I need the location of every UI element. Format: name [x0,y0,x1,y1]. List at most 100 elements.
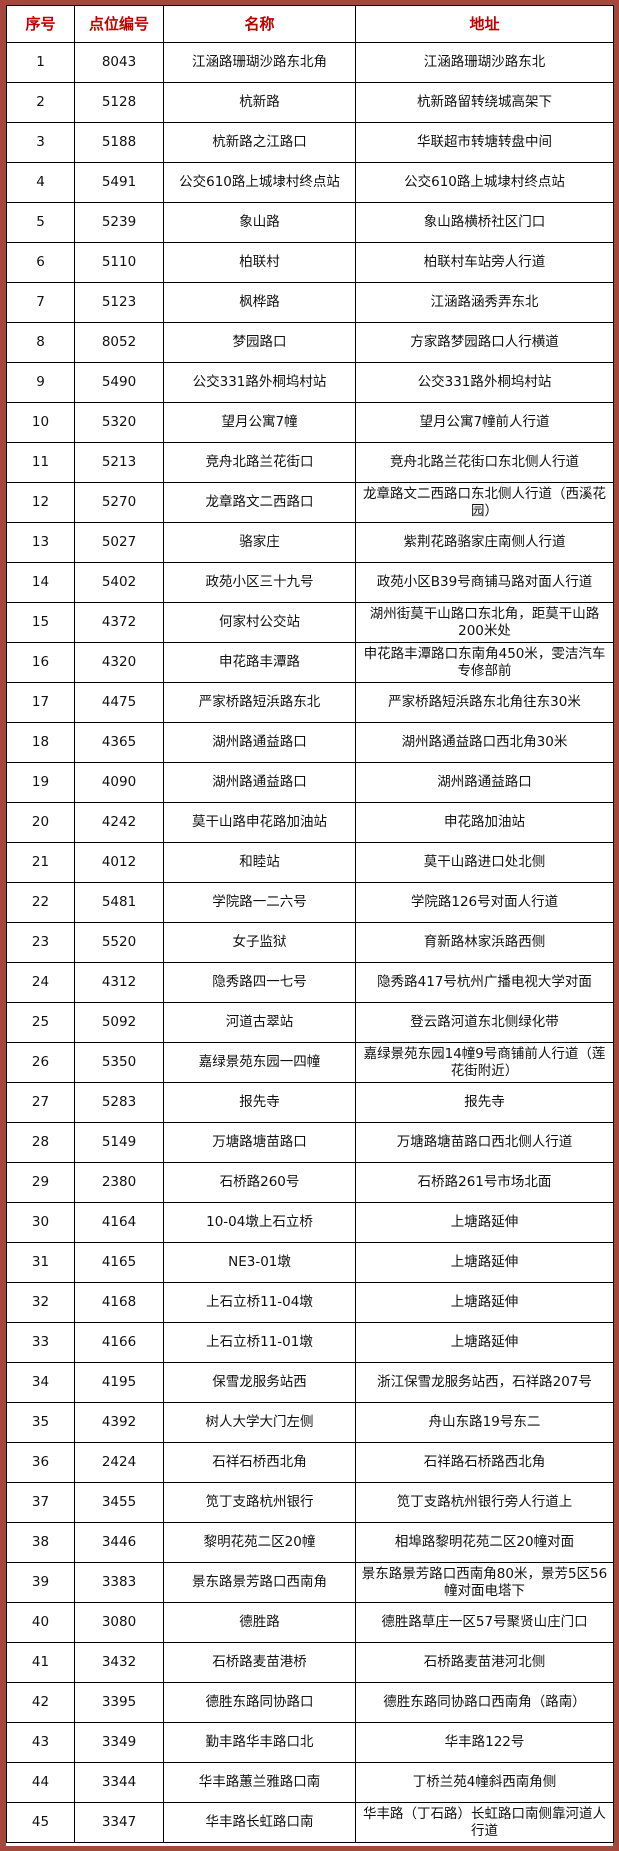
cell-name: 石祥石桥西北角 [163,1442,356,1483]
cell-point-id: 5270 [74,482,164,523]
cell-index: 24 [6,962,75,1003]
table-row: 31 4165 NE3-01墩 上塘路延伸 [6,1242,614,1283]
table-row: 13 5027 骆家庄 紫荆花路骆家庄南侧人行道 [6,522,614,563]
cell-name: 骆家庄 [163,522,356,563]
cell-name: 何家村公交站 [163,602,356,643]
cell-name: 和睦站 [163,842,356,883]
cell-point-id: 4090 [74,762,164,803]
cell-address: 政苑小区B39号商铺马路对面人行道 [355,562,614,603]
cell-name: 笕丁支路杭州银行 [163,1482,356,1523]
cell-name: 德胜路 [163,1602,356,1643]
table-row: 23 5520 女子监狱 育新路林家浜路西侧 [6,922,614,963]
cell-point-id: 3395 [74,1682,164,1723]
cell-address: 景东路景芳路口西南角80米，景芳5区56幢对面电塔下 [355,1562,614,1603]
table-row: 14 5402 政苑小区三十九号 政苑小区B39号商铺马路对面人行道 [6,562,614,603]
cell-address: 丁桥兰苑4幢斜西南角侧 [355,1762,614,1803]
cell-address: 申花路加油站 [355,802,614,843]
cell-name: 申花路丰潭路 [163,642,356,683]
cell-index: 17 [6,682,75,723]
cell-index: 20 [6,802,75,843]
table-row: 18 4365 湖州路通益路口 湖州路通益路口西北角30米 [6,722,614,763]
cell-point-id: 5481 [74,882,164,923]
cell-point-id: 5188 [74,122,164,163]
cell-index: 1 [6,42,75,83]
cell-point-id: 4475 [74,682,164,723]
cell-index: 34 [6,1362,75,1403]
cell-name: 政苑小区三十九号 [163,562,356,603]
cell-name: 竞舟北路兰花街口 [163,442,356,483]
table-row: 38 3446 黎明花苑二区20幢 相埠路黎明花苑二区20幢对面 [6,1522,614,1563]
table-row: 29 2380 石桥路260号 石桥路261号市场北面 [6,1162,614,1203]
cell-address: 望月公寓7幢前人行道 [355,402,614,443]
cell-index: 39 [6,1562,75,1603]
table-row: 3 5188 杭新路之江路口 华联超市转塘转盘中间 [6,122,614,163]
cell-point-id: 3455 [74,1482,164,1523]
table-row: 1 8043 江涵路珊瑚沙路东北角 江涵路珊瑚沙路东北 [6,42,614,83]
cell-name: 龙章路文二西路口 [163,482,356,523]
table-row: 5 5239 象山路 象山路横桥社区门口 [6,202,614,243]
cell-name: 女子监狱 [163,922,356,963]
cell-index: 7 [6,282,75,323]
cell-index: 6 [6,242,75,283]
cell-address: 浙江保雪龙服务站西，石祥路207号 [355,1362,614,1403]
cell-point-id: 5128 [74,82,164,123]
table-row: 28 5149 万塘路塘苗路口 万塘路塘苗路口西北侧人行道 [6,1122,614,1163]
cell-name: 象山路 [163,202,356,243]
cell-address: 龙章路文二西路口东北侧人行道（西溪花园） [355,482,614,523]
cell-name: 严家桥路短浜路东北 [163,682,356,723]
cell-point-id: 3344 [74,1762,164,1803]
cell-name: 江涵路珊瑚沙路东北角 [163,42,356,83]
cell-point-id: 5149 [74,1122,164,1163]
cell-address: 湖州路通益路口 [355,762,614,803]
table-row: 11 5213 竞舟北路兰花街口 竞舟北路兰花街口东北侧人行道 [6,442,614,483]
table-row: 33 4166 上石立桥11-01墩 上塘路延伸 [6,1322,614,1363]
cell-point-id: 5520 [74,922,164,963]
cell-name: 枫桦路 [163,282,356,323]
cell-index: 8 [6,322,75,363]
cell-name: 湖州路通益路口 [163,722,356,763]
cell-address: 石桥路261号市场北面 [355,1162,614,1203]
cell-address: 石祥路石桥路西北角 [355,1442,614,1483]
table-row: 9 5490 公交331路外桐坞村站 公交331路外桐坞村站 [6,362,614,403]
cell-name: 杭新路之江路口 [163,122,356,163]
cell-name: 10-04墩上石立桥 [163,1202,356,1243]
cell-index: 28 [6,1122,75,1163]
cell-address: 公交331路外桐坞村站 [355,362,614,403]
cell-point-id: 5320 [74,402,164,443]
cell-name: 莫干山路申花路加油站 [163,802,356,843]
header-name: 名称 [163,5,356,43]
cell-index: 31 [6,1242,75,1283]
cell-address: 湖州路通益路口西北角30米 [355,722,614,763]
cell-address: 杭新路留转绕城高架下 [355,82,614,123]
cell-index: 2 [6,82,75,123]
table-row: 24 4312 隐秀路四一七号 隐秀路417号杭州广播电视大学对面 [6,962,614,1003]
cell-address: 公交610路上城埭村终点站 [355,162,614,203]
cell-point-id: 4320 [74,642,164,683]
cell-point-id: 2424 [74,1442,164,1483]
cell-address: 万塘路塘苗路口西北侧人行道 [355,1122,614,1163]
table-row: 22 5481 学院路一二六号 学院路126号对面人行道 [6,882,614,923]
cell-point-id: 5027 [74,522,164,563]
cell-address: 育新路林家浜路西侧 [355,922,614,963]
cell-name: 保雪龙服务站西 [163,1362,356,1403]
cell-index: 36 [6,1442,75,1483]
cell-point-id: 4312 [74,962,164,1003]
cell-index: 38 [6,1522,75,1563]
cell-point-id: 5283 [74,1082,164,1123]
table-row: 20 4242 莫干山路申花路加油站 申花路加油站 [6,802,614,843]
table-row: 30 4164 10-04墩上石立桥 上塘路延伸 [6,1202,614,1243]
table-row: 35 4392 树人大学大门左侧 舟山东路19号东二 [6,1402,614,1443]
cell-address: 上塘路延伸 [355,1242,614,1283]
cell-point-id: 4392 [74,1402,164,1443]
cell-address: 登云路河道东北侧绿化带 [355,1002,614,1043]
table-row: 43 3349 勤丰路华丰路口北 华丰路122号 [6,1722,614,1763]
cell-address: 柏联村车站旁人行道 [355,242,614,283]
header-address: 地址 [355,5,614,43]
cell-index: 33 [6,1322,75,1363]
cell-index: 35 [6,1402,75,1443]
cell-index: 45 [6,1802,75,1843]
cell-point-id: 4195 [74,1362,164,1403]
table-row: 32 4168 上石立桥11-04墩 上塘路延伸 [6,1282,614,1323]
table-row: 8 8052 梦园路口 方家路梦园路口人行横道 [6,322,614,363]
cell-index: 5 [6,202,75,243]
